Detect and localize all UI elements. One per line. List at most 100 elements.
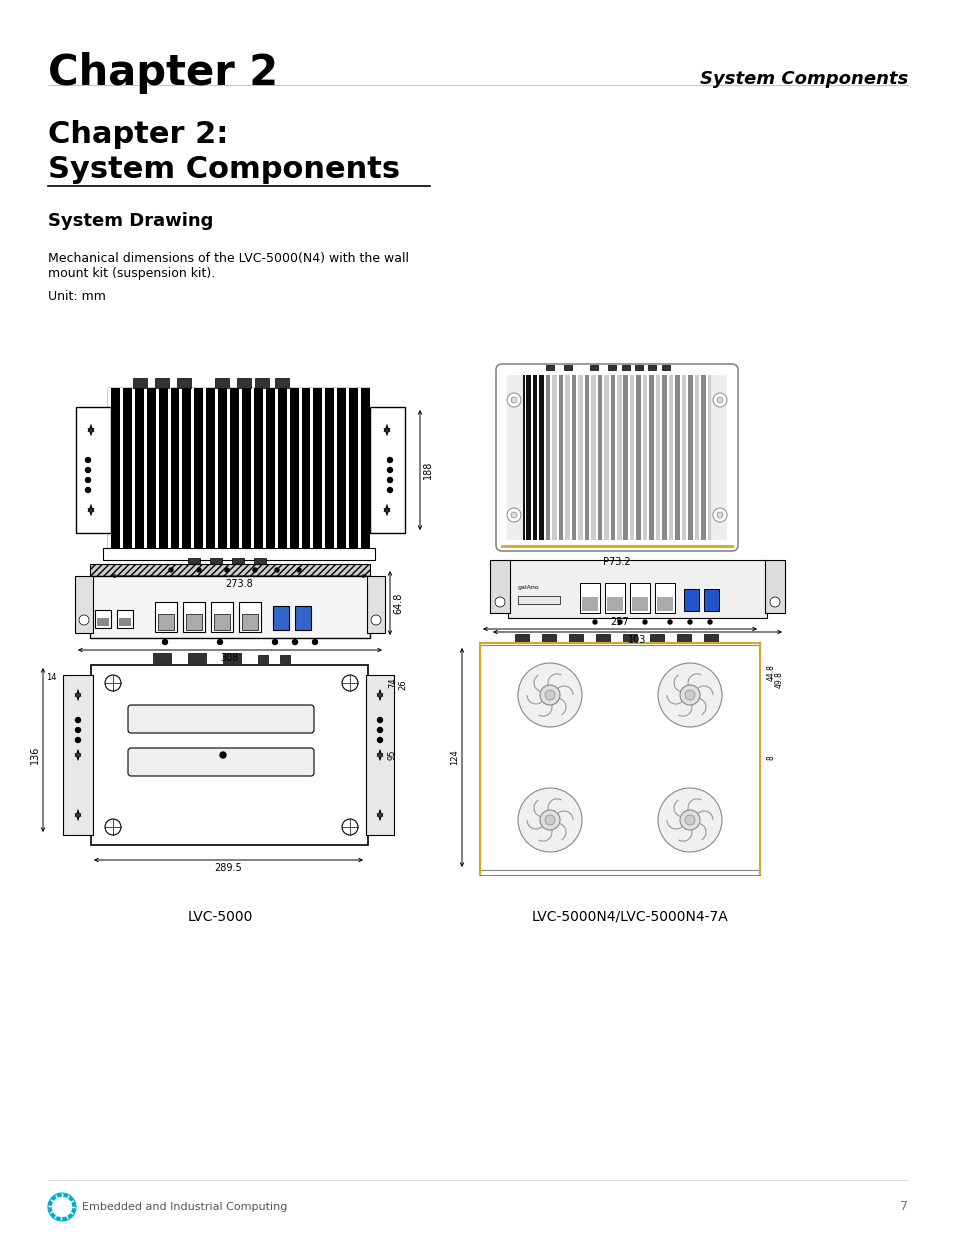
Bar [631, 597, 647, 611]
Bar [223, 653, 241, 663]
Circle shape [79, 615, 89, 625]
Text: 44.8: 44.8 [766, 664, 775, 682]
Circle shape [539, 685, 559, 705]
Bar [526, 375, 531, 540]
Circle shape [105, 819, 121, 835]
Bar [681, 375, 685, 540]
Bar [63, 676, 92, 835]
Text: Mechanical dimensions of the LVC-5000(N4) with the wall
mount kit (suspension ki: Mechanical dimensions of the LVC-5000(N4… [48, 252, 409, 280]
Bar [192, 388, 194, 548]
Bar [571, 375, 576, 540]
Circle shape [769, 597, 780, 606]
Bar [90, 564, 370, 576]
Bar [677, 634, 690, 642]
Circle shape [377, 727, 382, 732]
Bar [703, 589, 719, 611]
Text: LVC-5000: LVC-5000 [187, 910, 253, 924]
Bar [683, 589, 699, 611]
Bar [517, 597, 559, 604]
Bar [215, 388, 218, 548]
Bar [687, 375, 692, 540]
Bar [294, 606, 311, 630]
Bar [186, 614, 202, 630]
Text: System Components: System Components [699, 70, 907, 88]
Bar [188, 558, 200, 566]
Bar [132, 388, 134, 548]
Bar [144, 388, 147, 548]
Bar [545, 375, 550, 540]
Text: 103: 103 [628, 635, 646, 645]
Bar [764, 559, 784, 613]
Bar [242, 614, 257, 630]
Bar [211, 601, 233, 632]
Text: 289.5: 289.5 [214, 863, 242, 873]
Circle shape [225, 568, 229, 572]
Circle shape [341, 819, 357, 835]
Bar [257, 655, 268, 663]
Bar [346, 388, 349, 548]
Bar [596, 634, 609, 642]
Bar [298, 388, 301, 548]
Bar [236, 378, 251, 388]
Bar [604, 583, 624, 613]
Bar [120, 388, 123, 548]
Bar [479, 645, 760, 869]
Bar [675, 375, 679, 540]
Circle shape [313, 640, 317, 645]
Circle shape [86, 457, 91, 462]
Circle shape [387, 478, 392, 483]
Circle shape [712, 393, 726, 408]
Text: galAno: galAno [517, 584, 539, 589]
Bar [649, 375, 653, 540]
Text: Chapter 2: Chapter 2 [48, 52, 278, 94]
Circle shape [341, 676, 357, 692]
Bar [558, 375, 562, 540]
Circle shape [717, 396, 722, 403]
Bar [108, 388, 370, 548]
Bar [310, 388, 314, 548]
Text: 95: 95 [388, 750, 396, 761]
Bar [155, 388, 158, 548]
Bar [177, 378, 191, 388]
Bar [519, 375, 524, 540]
Text: 188: 188 [422, 461, 433, 479]
Bar [91, 664, 368, 845]
Bar [591, 375, 595, 540]
Text: Chapter 2:: Chapter 2: [48, 120, 228, 149]
Bar [610, 375, 615, 540]
Bar [76, 408, 111, 534]
Wedge shape [63, 1193, 69, 1198]
Bar [490, 559, 510, 613]
Bar [262, 388, 266, 548]
Text: 49.8: 49.8 [774, 672, 783, 688]
Circle shape [274, 568, 278, 572]
Bar [589, 366, 598, 370]
Circle shape [687, 620, 691, 624]
Bar [75, 576, 92, 634]
Text: Embedded and Industrial Computing: Embedded and Industrial Computing [82, 1202, 287, 1212]
Bar [152, 653, 171, 663]
Bar [117, 610, 132, 629]
Circle shape [75, 727, 80, 732]
Bar [210, 558, 222, 566]
Circle shape [196, 568, 201, 572]
Circle shape [511, 396, 517, 403]
Circle shape [667, 620, 671, 624]
Bar [636, 375, 640, 540]
Bar [158, 614, 173, 630]
Circle shape [539, 810, 559, 830]
Circle shape [169, 568, 172, 572]
Bar [506, 375, 522, 540]
Bar [286, 388, 290, 548]
Bar [103, 548, 375, 559]
Bar [579, 583, 599, 613]
Bar [232, 558, 244, 566]
Circle shape [684, 815, 695, 825]
Wedge shape [71, 1202, 76, 1207]
Circle shape [253, 568, 256, 572]
Bar [541, 634, 556, 642]
Bar [119, 618, 131, 626]
Bar [357, 388, 360, 548]
Bar [97, 618, 109, 626]
Bar [661, 366, 669, 370]
